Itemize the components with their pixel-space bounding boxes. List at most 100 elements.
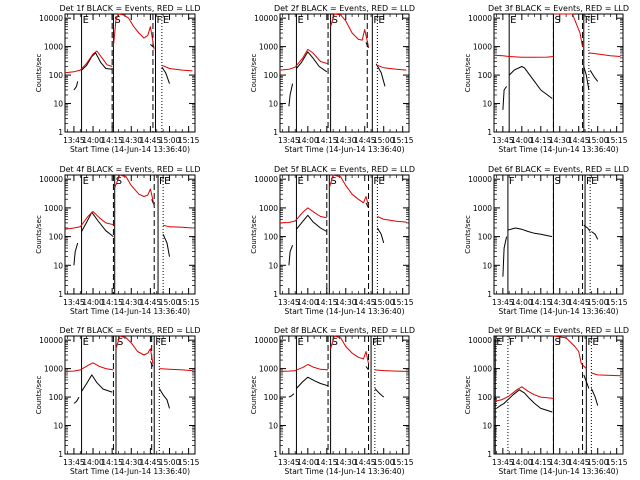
- x-tick-label: 15:00: [159, 298, 181, 307]
- lld-series-line: [279, 364, 329, 372]
- y-tick-label: 1000: [473, 204, 492, 213]
- detector-panel: 1 10 100 1000 10000 13:4514:0014:1514:3014:45…: [250, 4, 415, 154]
- x-tick-label: 13:45: [63, 136, 85, 145]
- y-axis-label: Counts/sec: [250, 215, 258, 254]
- plot-frame: [279, 13, 410, 133]
- events-series-line: [73, 396, 80, 404]
- x-tick-label: 13:45: [278, 458, 300, 467]
- x-tick-label: 15:00: [373, 458, 395, 467]
- events-series-line: [162, 234, 170, 257]
- y-tick-label: 1: [273, 450, 278, 459]
- x-tick-label: 13:45: [492, 298, 514, 307]
- y-tick-label: 100: [264, 393, 279, 402]
- events-series-line: [590, 388, 599, 406]
- panel-title: Det 4f BLACK = Events, RED = LLD: [59, 165, 200, 174]
- events-series-line: [73, 242, 79, 266]
- x-tick-label: 14:45: [568, 298, 590, 307]
- x-tick-label: 13:45: [278, 136, 300, 145]
- events-series-line: [376, 227, 385, 244]
- x-tick-label: 13:45: [492, 136, 514, 145]
- lld-series-line: [553, 335, 587, 369]
- plot-frame: [493, 174, 624, 295]
- event-marker-label: S: [117, 337, 123, 348]
- events-series-line: [288, 83, 294, 107]
- detector-panel: 1 10 100 1000 10000 13:4514:0014:1514:3014:45…: [464, 326, 629, 476]
- y-tick-label: 10: [268, 100, 278, 109]
- panel-title: Det 2f BLACK = Events, RED = LLD: [274, 4, 415, 13]
- detector-panel: 1 10 100 1000 10000 13:4514:0014:1514:3014:45…: [464, 4, 629, 154]
- event-marker-label: S: [114, 15, 120, 26]
- events-series-line: [508, 66, 553, 99]
- x-axis-label: Start Time (14-Jun-14 13:36:40): [70, 467, 190, 476]
- y-tick-label: 1000: [44, 365, 63, 374]
- y-tick-label: 1: [58, 450, 63, 459]
- y-tick-label: 10000: [468, 14, 492, 23]
- lld-series-line: [330, 335, 369, 364]
- event-marker-label: S: [554, 337, 560, 348]
- lld-series-line: [114, 174, 155, 206]
- x-tick-label: 14:45: [140, 136, 162, 145]
- lld-series-line: [493, 54, 554, 58]
- events-series-line: [502, 236, 508, 277]
- events-series-line: [288, 393, 295, 398]
- y-tick-label: 100: [264, 71, 279, 80]
- event-marker-label: E: [591, 176, 597, 187]
- y-tick-label: 100: [49, 233, 64, 242]
- lld-series-line: [279, 48, 329, 71]
- y-tick-label: 100: [478, 71, 493, 80]
- event-marker-label: E: [297, 15, 303, 26]
- x-tick-label: 15:00: [587, 458, 609, 467]
- y-axis-label: Counts/sec: [464, 54, 472, 93]
- x-tick-label: 14:30: [549, 298, 571, 307]
- x-tick-label: 14:00: [511, 458, 533, 467]
- y-tick-label: 100: [264, 233, 279, 242]
- event-marker-label: F: [373, 176, 379, 187]
- y-tick-label: 1000: [44, 43, 63, 52]
- x-tick-label: 14:30: [549, 136, 571, 145]
- y-tick-label: 10000: [468, 336, 492, 345]
- event-marker-label: E: [590, 15, 596, 26]
- y-tick-label: 10: [268, 422, 278, 431]
- x-tick-label: 14:45: [568, 136, 590, 145]
- x-tick-label: 14:15: [101, 136, 123, 145]
- event-marker-label: F: [373, 15, 379, 26]
- y-tick-label: 1: [487, 128, 492, 137]
- lld-series-line: [64, 211, 114, 230]
- x-axis-label: Start Time (14-Jun-14 13:36:40): [499, 467, 619, 476]
- y-tick-label: 10: [53, 261, 63, 270]
- lld-series-line: [493, 386, 554, 402]
- panel-title: Det 3f BLACK = Events, RED = LLD: [488, 4, 629, 13]
- y-tick-label: 1: [487, 290, 492, 299]
- y-tick-label: 100: [478, 393, 493, 402]
- events-series-line: [583, 374, 590, 389]
- event-marker-label: E: [83, 15, 89, 26]
- events-series-line: [81, 374, 113, 393]
- x-tick-label: 14:15: [530, 458, 552, 467]
- y-tick-label: 1000: [44, 204, 63, 213]
- y-axis-label: Counts/sec: [250, 376, 258, 415]
- event-marker-label: S: [330, 176, 336, 187]
- y-tick-label: 10: [482, 100, 492, 109]
- y-tick-label: 1000: [473, 365, 492, 374]
- x-tick-label: 14:45: [140, 298, 162, 307]
- y-tick-label: 100: [49, 393, 64, 402]
- x-tick-label: 14:30: [335, 136, 357, 145]
- events-series-line: [591, 231, 599, 240]
- x-tick-label: 14:15: [316, 458, 338, 467]
- event-marker-label: F: [509, 176, 515, 187]
- y-axis-label: Counts/sec: [35, 54, 43, 93]
- events-series-line: [81, 52, 113, 71]
- x-tick-label: 14:15: [316, 136, 338, 145]
- plot-frame: [64, 335, 196, 455]
- event-marker-label: S: [554, 15, 560, 26]
- x-tick-label: 14:15: [530, 136, 552, 145]
- y-tick-label: 1: [273, 128, 278, 137]
- event-marker-label: S: [332, 337, 338, 348]
- plot-frame: [493, 13, 624, 133]
- panel-title: Det 6f BLACK = Events, RED = LLD: [488, 165, 629, 174]
- event-marker-label: E: [496, 337, 502, 348]
- x-tick-label: 14:30: [120, 458, 142, 467]
- detector-panel: 1 10 100 1000 10000 13:4514:0014:1514:3014:45…: [35, 165, 201, 316]
- x-tick-label: 14:00: [511, 298, 533, 307]
- y-tick-label: 10: [53, 422, 63, 431]
